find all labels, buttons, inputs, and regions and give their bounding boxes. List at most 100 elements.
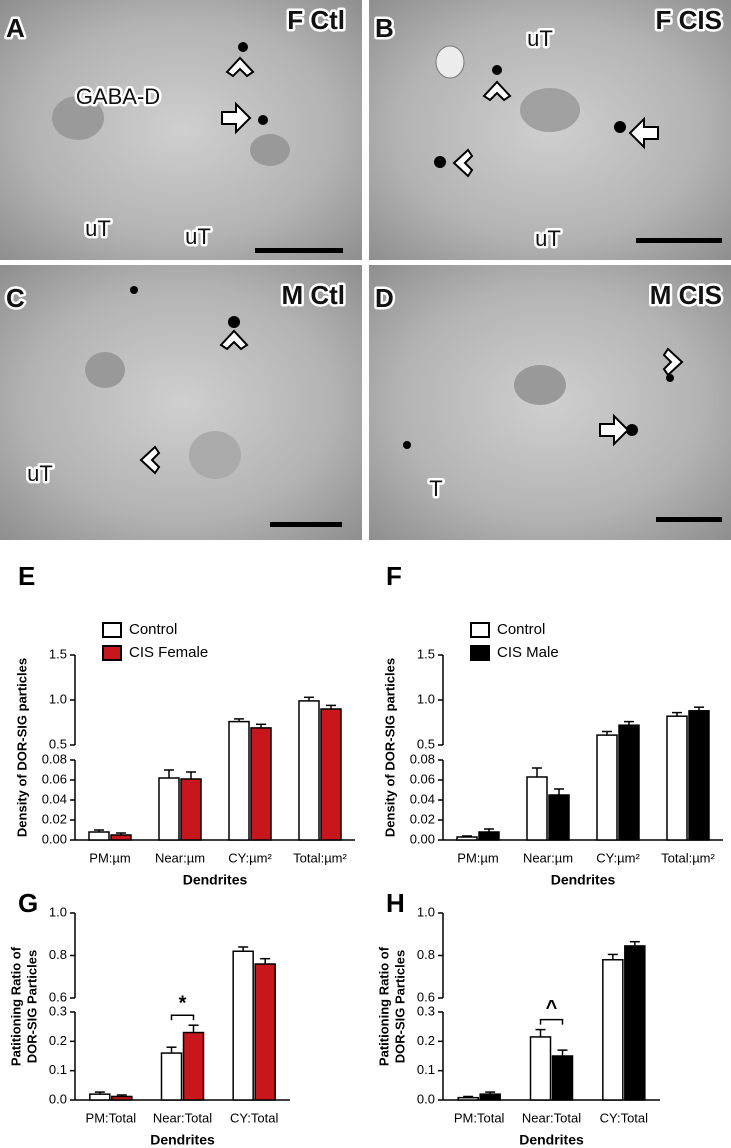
bar: [88, 831, 110, 841]
y-tick-label: 0.3: [49, 1003, 67, 1018]
gold-particle: [626, 424, 638, 436]
scale-bar: [636, 238, 722, 243]
panel-letter: F: [386, 561, 402, 591]
bar: [548, 794, 570, 841]
gold-particle: [228, 316, 240, 328]
bar: [526, 776, 548, 841]
bar: [298, 700, 320, 841]
x-tick-label: PM:Total: [454, 1110, 505, 1125]
legend-label: Control: [497, 621, 545, 638]
y-tick-label: 0.06: [42, 771, 67, 786]
x-tick-label: PM:Total: [86, 1110, 137, 1125]
y-tick-label: 1.0: [49, 904, 67, 919]
scale-bar: [656, 517, 722, 522]
x-tick-label: PM:µm: [457, 850, 498, 865]
x-axis-title: Dendrites: [551, 872, 616, 888]
panel-title: F CIS: [656, 5, 722, 35]
y-tick-label: 0.08: [42, 751, 67, 766]
y-tick-label: 0.06: [410, 771, 435, 786]
panel-letter: H: [386, 888, 405, 918]
legend-swatch: [470, 645, 490, 661]
y-tick-label: 0.00: [410, 831, 435, 846]
panel-letter: E: [18, 561, 35, 591]
bar: [111, 1095, 133, 1101]
y-axis-title: Density of DOR-SIG particles: [382, 658, 397, 837]
y-tick-label: 0.08: [410, 751, 435, 766]
panel-letter: G: [18, 888, 38, 918]
x-tick-label: Near:Total: [153, 1110, 212, 1125]
y-tick-label: 0.1: [49, 1062, 67, 1077]
bar: [602, 959, 624, 1101]
y-tick-label: 0.6: [49, 989, 67, 1004]
arrows: [139, 56, 684, 475]
mitochondrion: [514, 365, 566, 405]
x-axis-title: Dendrites: [150, 1132, 215, 1148]
gold-particle: [403, 441, 411, 449]
bar: [618, 724, 640, 841]
y-axis-title: DOR-SIG Particles: [392, 950, 407, 1063]
x-axis-title: Dendrites: [519, 1132, 584, 1148]
y-tick-label: 1.0: [49, 691, 67, 706]
legend-swatch: [102, 622, 122, 638]
y-tick-label: 0.2: [417, 1033, 435, 1048]
mitochondrion: [250, 134, 290, 166]
gold-particle: [238, 42, 248, 52]
y-tick-label: 0.8: [417, 947, 435, 962]
y-tick-label: 1.0: [417, 904, 435, 919]
mitochondrion: [189, 431, 241, 479]
y-tick-label: 1.0: [417, 691, 435, 706]
bar: [688, 710, 710, 841]
micrographs: A F Ctl GABA-D uT uT B F CIS uT uT C M C…: [0, 0, 731, 540]
y-axis-title: Density of DOR-SIG particles: [14, 658, 29, 837]
mitochondrion: [520, 88, 580, 132]
x-tick-label: PM:µm: [89, 850, 130, 865]
legend-label: CIS Female: [129, 644, 208, 661]
bar: [529, 1036, 552, 1101]
legend-label: Control: [129, 621, 177, 638]
x-tick-label: Near:µm: [523, 850, 573, 865]
panel-title: M CIS: [650, 280, 722, 310]
significance-bracket: [170, 1014, 195, 1021]
bar: [182, 1031, 205, 1101]
bar: [666, 715, 688, 841]
bar: [624, 945, 646, 1101]
panel-title: M Ctl: [281, 280, 345, 310]
gold-particle: [130, 286, 138, 294]
scale-bar: [255, 248, 343, 253]
bar: [250, 727, 272, 841]
y-tick-label: 0.5: [49, 736, 67, 751]
arrow: [599, 413, 630, 447]
bar: [479, 1093, 501, 1101]
y-tick-label: 0.3: [417, 1003, 435, 1018]
significance-bracket: [539, 1018, 564, 1025]
bar: [110, 834, 132, 841]
panel-letter: B: [375, 13, 394, 43]
gold-particle: [258, 115, 268, 125]
photo-label: uT: [535, 226, 561, 251]
gold-particle: [614, 121, 626, 133]
y-tick-label: 0.8: [49, 947, 67, 962]
panel-letter: D: [375, 283, 394, 313]
bar: [320, 708, 342, 841]
bar: [478, 831, 500, 841]
legend-swatch: [102, 645, 122, 661]
y-tick-label: 0.6: [417, 989, 435, 1004]
y-tick-label: 0.5: [417, 736, 435, 751]
mitochondrion: [52, 96, 104, 140]
x-tick-label: Total:µm²: [293, 850, 347, 865]
y-tick-label: 0.2: [49, 1033, 67, 1048]
x-tick-label: CY:Total: [230, 1110, 279, 1125]
photo-label: uT: [527, 26, 553, 51]
bar: [180, 778, 202, 841]
x-tick-label: CY:µm²: [596, 850, 640, 865]
legend-swatch: [470, 622, 490, 638]
y-tick-label: 0.02: [42, 811, 67, 826]
y-tick-label: 1.5: [417, 646, 435, 661]
x-tick-label: Total:µm²: [661, 850, 715, 865]
y-tick-label: 0.1: [417, 1062, 435, 1077]
bar: [228, 720, 250, 841]
arrowhead: [219, 329, 249, 351]
x-tick-label: CY:Total: [600, 1110, 649, 1125]
bar: [232, 950, 254, 1101]
